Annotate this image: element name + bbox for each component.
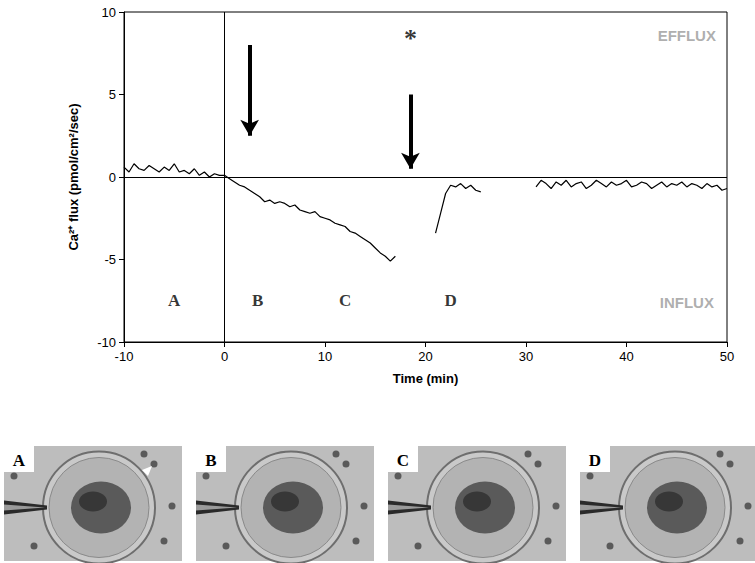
svg-text:10: 10: [102, 5, 116, 20]
svg-text:5: 5: [109, 87, 116, 102]
svg-text:20: 20: [418, 349, 432, 364]
svg-text:0: 0: [221, 349, 228, 364]
svg-text:40: 40: [619, 349, 633, 364]
svg-text:-10: -10: [97, 335, 116, 350]
svg-text:EFFLUX: EFFLUX: [658, 27, 716, 44]
svg-text:INFLUX: INFLUX: [660, 294, 714, 311]
svg-text:B: B: [252, 291, 263, 310]
svg-text:D: D: [589, 451, 601, 470]
svg-text:-5: -5: [104, 252, 116, 267]
svg-text:A: A: [13, 451, 26, 470]
svg-text:50: 50: [720, 349, 734, 364]
svg-text:D: D: [444, 291, 456, 310]
svg-text:*: *: [404, 24, 417, 53]
svg-text:30: 30: [519, 349, 533, 364]
svg-text:B: B: [205, 451, 216, 470]
svg-text:-10: -10: [115, 349, 134, 364]
svg-text:C: C: [397, 451, 409, 470]
svg-text:C: C: [339, 291, 351, 310]
svg-text:A: A: [168, 291, 181, 310]
svg-text:10: 10: [318, 349, 332, 364]
svg-text:0: 0: [109, 170, 116, 185]
svg-text:Time (min): Time (min): [393, 371, 459, 386]
svg-text:Ca²⁺ flux (pmol/cm²/sec): Ca²⁺ flux (pmol/cm²/sec): [66, 103, 81, 250]
